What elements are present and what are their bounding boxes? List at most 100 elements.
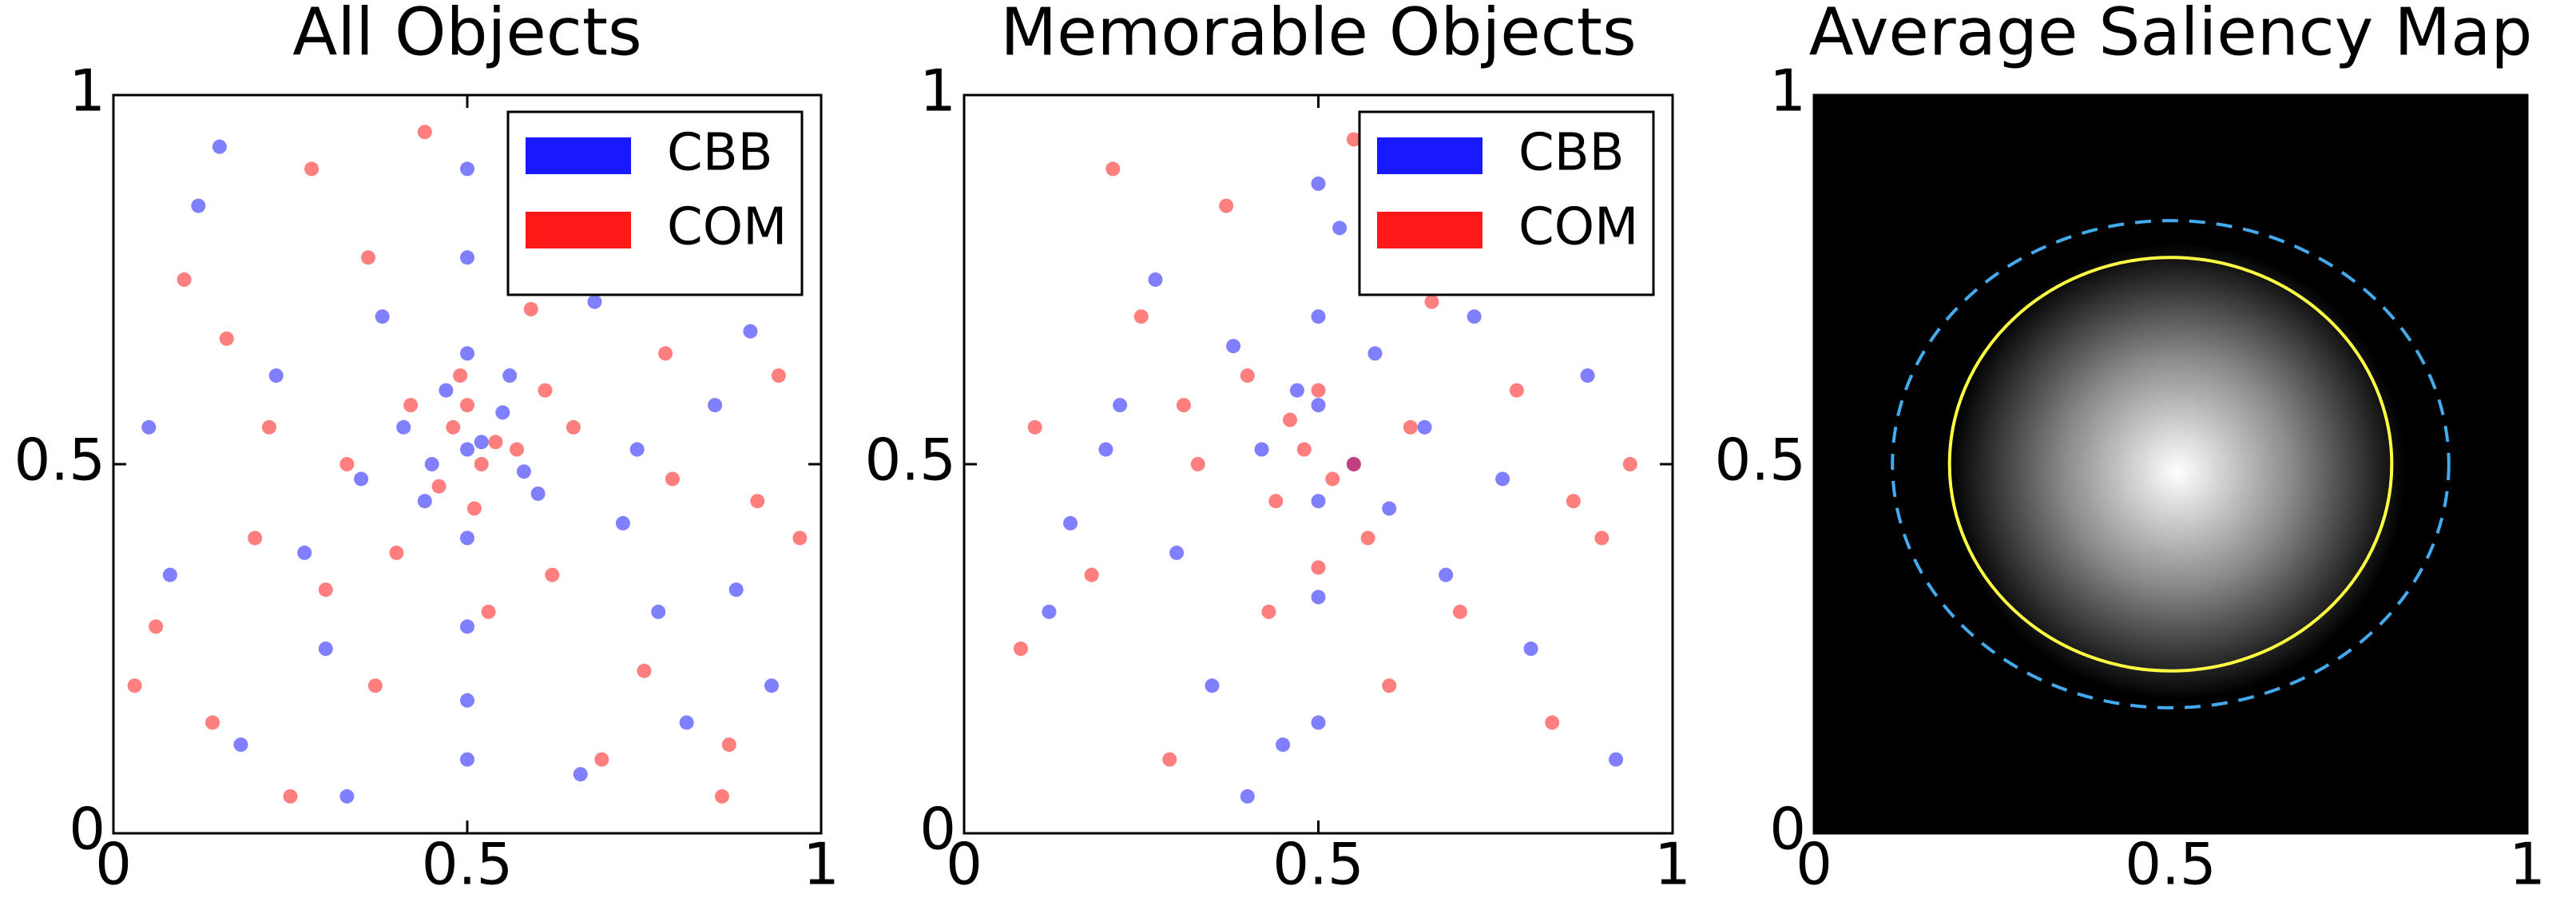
point xyxy=(212,139,227,154)
point xyxy=(1169,545,1185,560)
point xyxy=(764,678,779,693)
legend-swatch xyxy=(1377,212,1482,248)
point xyxy=(1594,530,1610,546)
point xyxy=(658,346,673,361)
point xyxy=(750,494,765,509)
x-tick-label: 0.5 xyxy=(1272,831,1364,898)
point xyxy=(460,250,474,265)
x-tick-label: 0.5 xyxy=(422,831,514,898)
point xyxy=(396,419,411,435)
legend-label: COM xyxy=(667,198,787,257)
point xyxy=(743,324,758,339)
point xyxy=(1509,383,1524,398)
y-tick-label: 0 xyxy=(69,796,105,863)
point xyxy=(339,789,355,804)
contour xyxy=(1947,256,2394,673)
point xyxy=(446,419,461,435)
saliency-glow xyxy=(1814,95,2527,833)
point xyxy=(1148,272,1163,287)
point xyxy=(1382,501,1397,516)
point xyxy=(771,368,786,383)
point xyxy=(1042,604,1057,619)
point xyxy=(1332,221,1348,236)
point xyxy=(127,678,142,693)
point xyxy=(1205,678,1220,693)
point xyxy=(495,405,510,420)
point xyxy=(460,442,474,457)
x-tick-label: 0.5 xyxy=(2125,831,2217,898)
point xyxy=(460,398,474,413)
point xyxy=(466,501,482,516)
point xyxy=(417,125,432,140)
point xyxy=(1346,132,1361,147)
chart-title: Average Saliency Map xyxy=(1809,0,2533,70)
point xyxy=(1283,412,1298,427)
point xyxy=(523,301,538,316)
chart-title: Memorable Objects xyxy=(1000,0,1636,70)
point xyxy=(1240,789,1255,804)
point xyxy=(1013,642,1028,656)
point xyxy=(460,346,474,361)
point xyxy=(283,789,298,804)
point xyxy=(1268,494,1284,509)
point xyxy=(375,309,390,324)
point xyxy=(1566,494,1581,509)
point xyxy=(149,619,164,634)
point xyxy=(1226,339,1241,354)
point xyxy=(566,419,581,435)
point xyxy=(1439,567,1454,582)
point xyxy=(1261,604,1276,619)
point xyxy=(1424,294,1439,309)
x-tick-label: 0 xyxy=(946,831,982,898)
point xyxy=(360,250,375,265)
point xyxy=(545,567,560,582)
point xyxy=(538,383,553,398)
point xyxy=(1495,471,1510,487)
point xyxy=(1296,442,1312,457)
point xyxy=(1276,737,1291,753)
point xyxy=(474,457,489,471)
point xyxy=(389,545,404,560)
point xyxy=(1190,457,1205,471)
x-tick-label: 1 xyxy=(803,831,839,898)
point xyxy=(304,161,320,177)
point xyxy=(1545,715,1560,730)
point xyxy=(721,737,736,753)
point xyxy=(573,767,588,782)
legend-swatch xyxy=(526,212,631,248)
point xyxy=(1609,752,1624,767)
x-tick-label: 0 xyxy=(1796,831,1832,898)
point xyxy=(1367,346,1383,361)
point xyxy=(728,582,744,598)
point xyxy=(354,471,369,487)
point xyxy=(205,715,220,730)
x-tick-label: 1 xyxy=(2509,831,2546,898)
point xyxy=(1133,309,1149,324)
point xyxy=(1452,604,1467,619)
plot-area xyxy=(1013,132,1637,804)
point xyxy=(510,442,525,457)
legend-swatch xyxy=(1377,137,1482,174)
point xyxy=(1467,309,1482,324)
point xyxy=(191,198,206,213)
point xyxy=(460,693,474,708)
point xyxy=(297,545,312,560)
point xyxy=(1403,419,1418,435)
point xyxy=(1325,471,1340,487)
point xyxy=(1360,530,1375,546)
point xyxy=(637,663,652,678)
point xyxy=(1254,442,1269,457)
plot-area xyxy=(127,125,808,804)
y-tick-label: 1 xyxy=(919,58,956,125)
point xyxy=(162,567,177,582)
point xyxy=(1027,419,1042,435)
point xyxy=(460,161,474,177)
point xyxy=(679,715,694,730)
point xyxy=(1311,715,1326,730)
point xyxy=(516,464,531,479)
point xyxy=(460,530,474,546)
y-tick-label: 0 xyxy=(919,796,956,863)
point xyxy=(1098,442,1113,457)
point xyxy=(1346,457,1361,471)
contour xyxy=(1891,219,2451,709)
